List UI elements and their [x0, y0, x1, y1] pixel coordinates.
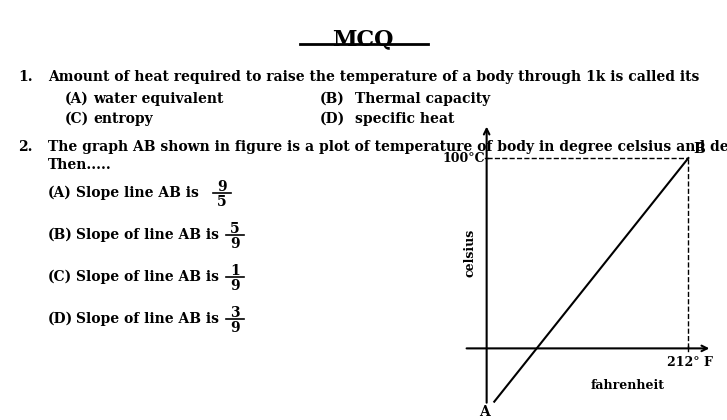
- Text: 9: 9: [230, 237, 240, 251]
- Text: (D): (D): [48, 312, 73, 326]
- Text: 5: 5: [230, 222, 240, 236]
- Text: Then.....: Then.....: [48, 158, 112, 172]
- Text: 5: 5: [217, 195, 227, 209]
- Text: Slope line AB is: Slope line AB is: [76, 186, 199, 200]
- Text: 1: 1: [230, 264, 240, 278]
- Text: B: B: [693, 142, 705, 156]
- Text: 2.: 2.: [18, 140, 33, 154]
- Text: 9: 9: [230, 279, 240, 293]
- Text: Slope of line AB is: Slope of line AB is: [76, 228, 219, 242]
- Text: 100°C: 100°C: [442, 152, 485, 165]
- Text: (C): (C): [65, 112, 89, 126]
- Text: (A): (A): [48, 186, 72, 200]
- Text: Thermal capacity: Thermal capacity: [355, 92, 490, 106]
- Text: celsius: celsius: [463, 229, 476, 277]
- Text: 212° F: 212° F: [667, 356, 713, 369]
- Text: (C): (C): [48, 270, 72, 284]
- Text: (D): (D): [320, 112, 345, 126]
- Text: 3: 3: [230, 306, 240, 320]
- Text: A: A: [479, 405, 490, 420]
- Text: water equivalent: water equivalent: [93, 92, 223, 106]
- Text: 1.: 1.: [18, 70, 33, 84]
- Text: fahrenheit: fahrenheit: [590, 379, 664, 392]
- Text: 9: 9: [230, 321, 240, 335]
- Text: MCQ: MCQ: [332, 28, 394, 50]
- Text: (B): (B): [48, 228, 73, 242]
- Text: (B): (B): [320, 92, 345, 106]
- Text: The graph AB shown in figure is a plot of temperature of body in degree celsius : The graph AB shown in figure is a plot o…: [48, 140, 727, 154]
- Text: (A): (A): [65, 92, 89, 106]
- Text: Amount of heat required to raise the temperature of a body through 1k is called : Amount of heat required to raise the tem…: [48, 70, 699, 84]
- Text: 9: 9: [217, 180, 227, 194]
- Text: specific heat: specific heat: [355, 112, 454, 126]
- Text: Slope of line AB is: Slope of line AB is: [76, 312, 219, 326]
- Text: Slope of line AB is: Slope of line AB is: [76, 270, 219, 284]
- Text: entropy: entropy: [93, 112, 153, 126]
